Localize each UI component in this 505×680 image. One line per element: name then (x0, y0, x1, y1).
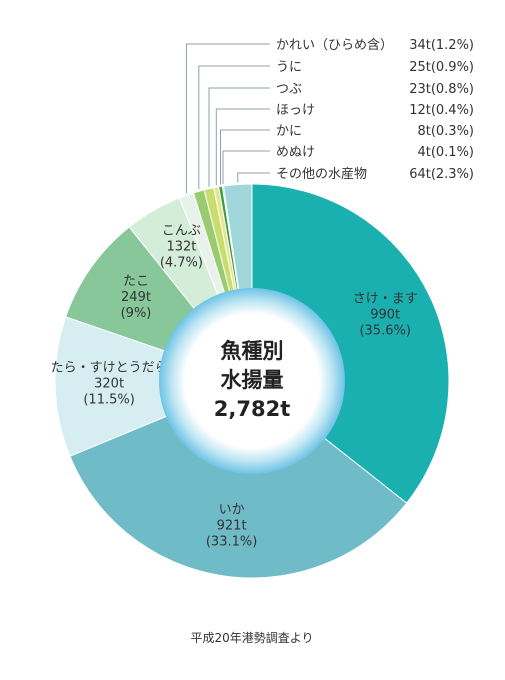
slice-8-value: 12t(0.4%) (409, 103, 474, 118)
slice-3-label: たこ 249t (9%) (121, 274, 152, 321)
slice-7-value: 23t(0.8%) (409, 82, 474, 97)
slice-8-leader (215, 108, 270, 186)
slice-9-value: 8t(0.3%) (417, 124, 474, 139)
slice-9-leader (220, 129, 270, 185)
slice-7-name: つぶ (276, 82, 302, 97)
slice-4-label: こんぶ 132t (4.7%) (160, 224, 203, 271)
slice-10-value: 4t(0.1%) (417, 145, 474, 160)
slice-labels: さけ・ます 990t (35.6%) いか 921t (33.1%) たら・すけとうだら 32… (51, 224, 418, 550)
slice-2-label: たら・すけとうだら 320t (11.5%) (51, 360, 168, 407)
slice-1 (69, 380, 408, 579)
small-slice-labels: かれい（ひらめ含） 34t(1.2%) うに 25t(0.9%) つぶ 23t(0.8%)… (276, 37, 474, 182)
center-label-line2: 水揚量 (221, 368, 284, 392)
slice-11-name: その他の水産物 (276, 166, 367, 182)
slice-0-label: さけ・ます 990t (35.6%) (353, 292, 418, 339)
slice-9-name: かに (276, 124, 302, 139)
slice-8-name: ほっけ (276, 103, 315, 118)
slice-2 (54, 316, 254, 457)
slice-6-name: うに (276, 60, 302, 75)
source-note: 平成20年港勢調査より (190, 630, 313, 645)
slice-1-label: いか 921t (33.1%) (206, 503, 257, 550)
center-label-line1: 魚種別 (221, 339, 284, 363)
center-hole (159, 288, 345, 474)
slice-5-name: かれい（ひらめ含） (276, 37, 393, 53)
slice-5-value: 34t(1.2%) (409, 38, 474, 53)
slice-10-leader (222, 150, 270, 185)
slice-5-leader (185, 43, 270, 194)
slice-0 (251, 183, 450, 504)
slice-6-leader (198, 65, 270, 190)
slice-11-leader (237, 172, 270, 183)
slice-11-value: 64t(2.3%) (409, 167, 474, 182)
slice-7-leader (208, 87, 270, 187)
slice-10-name: めぬけ (276, 145, 315, 160)
slice-6-value: 25t(0.9%) (409, 60, 474, 75)
leader-lines (185, 43, 270, 194)
center-total: 2,782t (214, 397, 290, 421)
